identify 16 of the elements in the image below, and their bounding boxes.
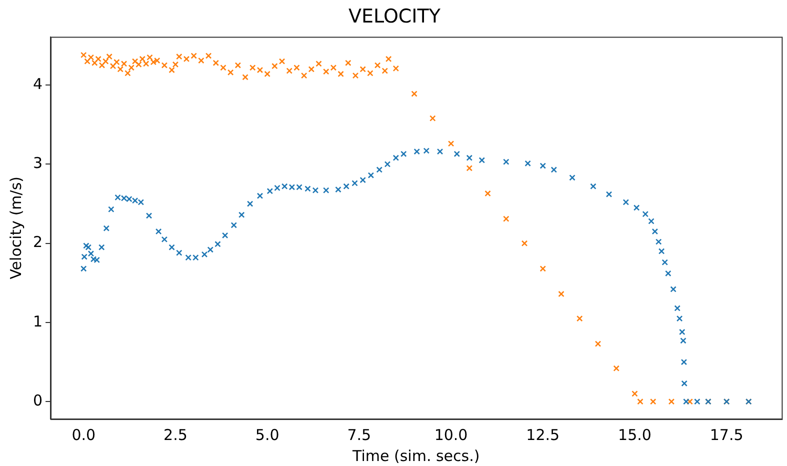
x-tick-label: 15.0 bbox=[618, 426, 652, 444]
x-tick-label: 5.0 bbox=[255, 426, 280, 444]
x-tick-label: 12.5 bbox=[526, 426, 560, 444]
chart-title: VELOCITY bbox=[348, 5, 441, 28]
y-axis-title: Velocity (m/s) bbox=[6, 176, 25, 280]
x-tick-label: 0.0 bbox=[72, 426, 96, 444]
y-tick-label: 2 bbox=[32, 233, 43, 252]
x-axis-title: Time (sim. secs.) bbox=[352, 446, 480, 465]
x-tick-label: 17.5 bbox=[710, 426, 744, 444]
y-tick-label: 4 bbox=[32, 74, 43, 93]
y-tick-label: 0 bbox=[32, 391, 43, 410]
x-tick-label: 2.5 bbox=[164, 426, 188, 444]
x-tick-label: 7.5 bbox=[347, 426, 372, 444]
x-tick-label: 10.0 bbox=[434, 426, 468, 444]
y-tick-label: 3 bbox=[32, 154, 43, 172]
y-tick-label: 1 bbox=[32, 312, 43, 330]
